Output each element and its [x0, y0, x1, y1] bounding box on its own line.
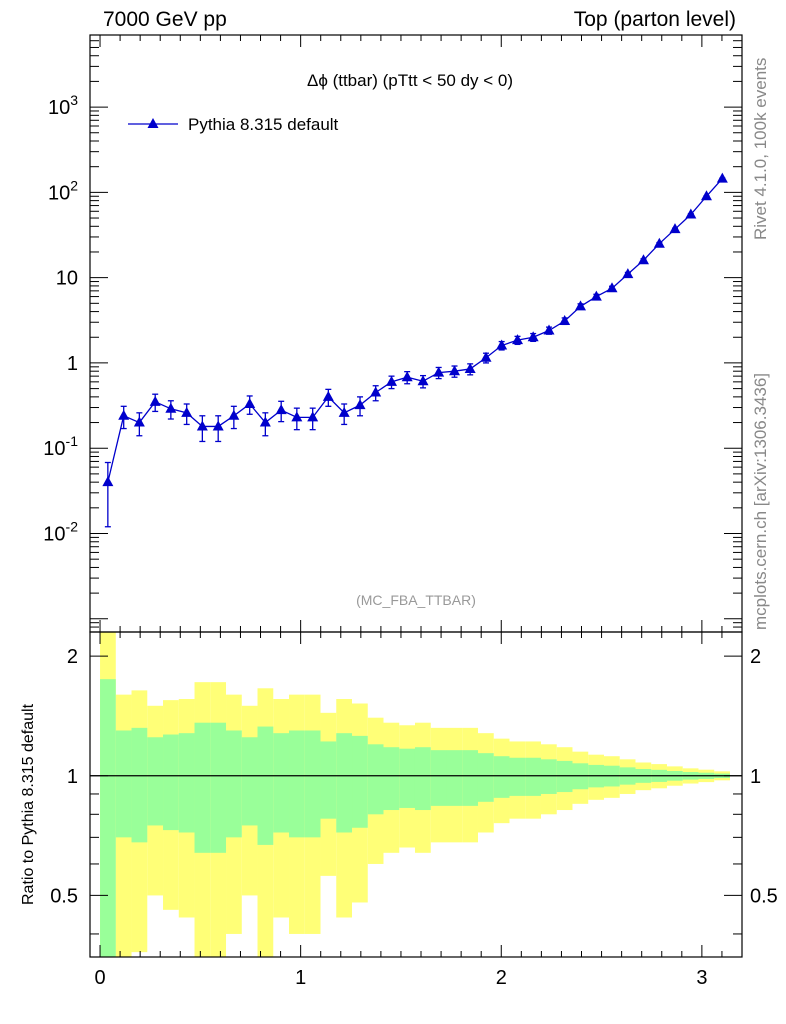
data-point-marker	[275, 404, 287, 415]
ratio-y-tick-label-left: 0.5	[50, 885, 78, 907]
stat-band-bin	[226, 730, 242, 838]
data-point-marker	[307, 411, 319, 422]
y-tick-label: 10	[56, 268, 78, 290]
data-point-marker	[181, 406, 193, 417]
data-point-marker	[102, 476, 114, 487]
stat-band-bin	[210, 722, 227, 853]
data-point-marker	[653, 237, 665, 248]
data-point-marker	[133, 416, 145, 427]
stat-band-bin	[399, 748, 415, 808]
data-point-marker	[212, 420, 224, 431]
legend-marker	[147, 118, 159, 128]
y-tick-label: 10-2	[43, 519, 78, 546]
data-point-marker	[196, 420, 208, 431]
ratio-y-tick-label-right: 2	[750, 646, 761, 668]
data-point-marker	[259, 416, 271, 427]
data-point-marker	[622, 268, 634, 279]
data-point-marker	[417, 375, 429, 386]
data-point-marker	[685, 208, 697, 219]
data-point-marker	[228, 409, 240, 420]
stat-band-bin	[241, 737, 258, 826]
stat-band-bin	[194, 722, 211, 853]
data-point-marker	[401, 371, 413, 382]
stat-band-bin	[289, 730, 305, 838]
header-left-label: 7000 GeV pp	[103, 8, 227, 31]
data-point-marker	[590, 290, 602, 301]
stat-band-bin	[430, 750, 447, 806]
data-point-marker	[118, 409, 130, 420]
stat-band-bin	[556, 760, 573, 793]
y-tick-label: 10-1	[43, 433, 78, 460]
ratio-y-tick-label-left: 1	[67, 766, 78, 788]
data-point-marker	[338, 406, 350, 417]
data-point-marker	[149, 395, 161, 406]
ratio-y-tick-label-left: 2	[67, 646, 78, 668]
stat-band-bin	[273, 733, 290, 833]
stat-band-bin	[540, 759, 557, 794]
header-right-label: Top (parton level)	[573, 8, 736, 31]
stat-band-bin	[383, 747, 400, 811]
stat-band-bin	[131, 727, 148, 843]
ratio-y-tick-label-right: 1	[750, 766, 761, 788]
x-tick-label: 2	[496, 967, 507, 989]
stat-band-bin	[320, 741, 337, 819]
stat-band-bin	[509, 757, 526, 796]
data-point-marker	[322, 390, 334, 401]
y-tick-label: 1	[67, 353, 78, 375]
data-point-marker	[354, 399, 366, 410]
data-point-marker	[575, 300, 587, 311]
stat-band-bin	[115, 730, 132, 838]
data-point-marker	[543, 324, 555, 335]
x-tick-label: 0	[94, 967, 105, 989]
data-point-marker	[637, 254, 649, 265]
data-point-marker	[527, 331, 539, 342]
data-point-marker	[512, 334, 524, 345]
stat-band-bin	[257, 726, 274, 845]
y-tick-label: 103	[48, 92, 78, 119]
data-point-marker	[464, 362, 476, 373]
stat-band-bin	[493, 756, 510, 798]
data-point-marker	[244, 397, 256, 408]
stat-band-bin	[414, 747, 431, 811]
stat-band-bin	[525, 757, 541, 796]
stat-band-bin	[100, 679, 116, 957]
stat-band-bin	[462, 750, 478, 806]
data-point-marker	[291, 411, 303, 422]
stat-band-bin	[352, 735, 368, 828]
stat-band-bin	[304, 730, 321, 838]
ratio-plot-frame	[89, 631, 743, 958]
stat-band-bin	[163, 734, 179, 831]
data-point-marker	[449, 365, 461, 376]
data-point-marker	[669, 223, 681, 234]
data-point-marker	[433, 366, 445, 377]
legend-label: Pythia 8.315 default	[188, 115, 339, 134]
ratio-y-tick-label-right: 0.5	[750, 885, 778, 907]
data-point-marker	[165, 402, 177, 413]
series-line	[107, 178, 723, 483]
data-point-marker	[370, 386, 382, 397]
data-point-marker	[386, 375, 398, 386]
analysis-watermark: (MC_FBA_TTBAR)	[356, 592, 476, 608]
y-tick-label: 102	[48, 177, 78, 204]
stat-band-bin	[336, 733, 353, 833]
data-point-marker	[480, 351, 492, 362]
x-tick-label: 3	[696, 967, 707, 989]
plot-title: Δϕ (ttbar) (pTtt < 50 dy < 0)	[307, 71, 513, 90]
stat-band-bin	[147, 737, 164, 826]
data-point-marker	[496, 339, 508, 350]
stat-band-bin	[178, 733, 195, 833]
data-point-marker	[700, 190, 712, 201]
x-tick-label: 1	[295, 967, 306, 989]
data-point-marker	[606, 282, 618, 293]
stat-band-bin	[446, 750, 463, 806]
stat-band-bin	[477, 753, 494, 802]
data-point-marker	[716, 172, 728, 183]
stat-band-bin	[367, 744, 384, 815]
data-point-marker	[559, 315, 571, 326]
